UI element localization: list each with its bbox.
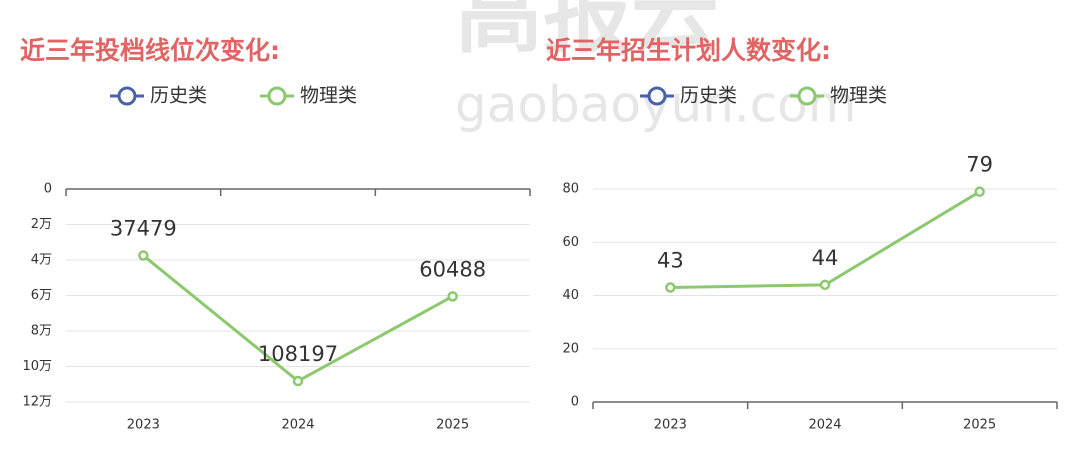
data-point <box>819 279 831 291</box>
data-label: 108197 <box>258 342 338 366</box>
data-label: 37479 <box>110 217 177 241</box>
data-point <box>447 291 458 302</box>
y-tick-label: 80 <box>562 182 579 197</box>
x-tick-label: 2025 <box>963 418 996 433</box>
x-tick-label: 2023 <box>654 418 687 433</box>
data-label: 60488 <box>419 257 486 281</box>
data-label: 43 <box>657 249 684 273</box>
x-tick-label: 2024 <box>808 418 841 433</box>
y-tick-label: 20 <box>562 341 579 356</box>
x-tick-label: 2025 <box>436 418 469 433</box>
legend-marker <box>647 86 667 106</box>
x-tick-label: 2024 <box>281 418 314 433</box>
legend-marker <box>117 86 137 106</box>
legend-label: 物理类 <box>830 85 887 107</box>
y-tick-label: 0 <box>571 395 579 410</box>
y-tick-label: 8万 <box>31 324 52 339</box>
data-point <box>665 282 676 293</box>
chart-title: 近三年投档线位次变化: <box>20 36 280 65</box>
y-tick-label: 2万 <box>31 217 52 232</box>
y-tick-label: 60 <box>562 235 579 250</box>
data-label: 44 <box>812 246 839 270</box>
chart-title: 近三年招生计划人数变化: <box>546 36 831 65</box>
series-line <box>670 190 981 290</box>
data-point <box>138 250 149 261</box>
legend-label: 历史类 <box>150 85 207 107</box>
data-point <box>974 186 985 197</box>
y-tick-label: 40 <box>562 288 579 303</box>
y-tick-label: 0 <box>44 182 52 197</box>
watermark-brand: 高报云 <box>455 0 719 65</box>
y-tick-label: 10万 <box>22 359 52 374</box>
legend-marker <box>267 86 287 106</box>
legend-marker <box>797 86 817 106</box>
y-tick-label: 6万 <box>31 288 52 303</box>
y-tick-label: 12万 <box>22 395 52 410</box>
x-tick-label: 2023 <box>127 418 160 433</box>
data-label: 79 <box>966 153 993 177</box>
legend-label: 物理类 <box>300 85 357 107</box>
data-point <box>292 375 304 387</box>
legend-label: 历史类 <box>680 85 737 107</box>
y-tick-label: 4万 <box>31 253 52 268</box>
